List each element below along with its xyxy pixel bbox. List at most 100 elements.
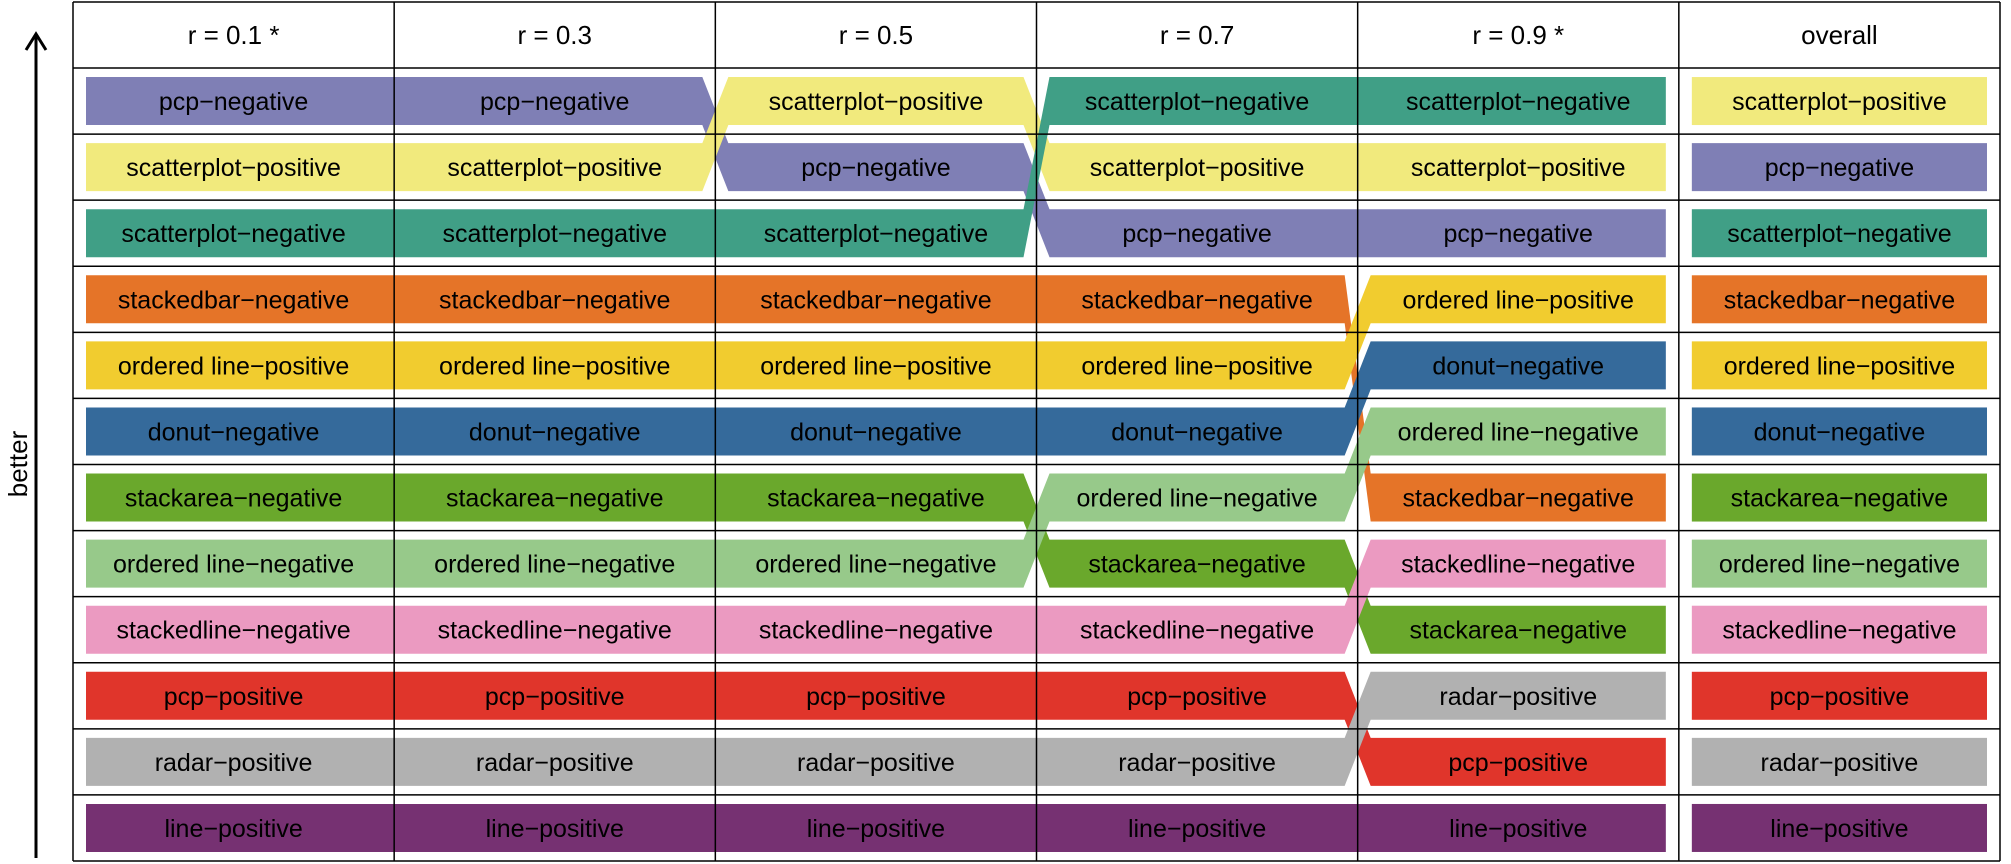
overall-box-ordered-line-negative [1691, 539, 1987, 588]
cell-label-scatterplot-negative-col1: scatterplot−negative [443, 220, 667, 248]
cell-label-ordered-line-positive-col3: ordered line−positive [1081, 352, 1312, 380]
cell-label-pcp-negative-col5: pcp−negative [1765, 154, 1914, 182]
cell-label-stackedbar-negative-col5: stackedbar−negative [1724, 286, 1955, 314]
column-header-3: r = 0.7 [1160, 20, 1234, 50]
cell-label-pcp-negative-col4: pcp−negative [1444, 220, 1593, 248]
column-header-5: overall [1801, 20, 1878, 50]
cell-label-pcp-positive-col3: pcp−positive [1127, 683, 1267, 711]
cell-label-ordered-line-positive-col1: ordered line−positive [439, 352, 670, 380]
cell-label-stackedline-negative-col4: stackedline−negative [1401, 551, 1635, 579]
cell-label-ordered-line-negative-col1: ordered line−negative [434, 551, 675, 579]
ribbon-stackedbar-negative [86, 275, 1666, 522]
cell-label-donut-negative-col1: donut−negative [469, 418, 641, 446]
overall-box-stackedbar-negative [1691, 275, 1987, 324]
cell-label-scatterplot-positive-col0: scatterplot−positive [126, 154, 341, 182]
cell-label-ordered-line-positive-col5: ordered line−positive [1724, 352, 1955, 380]
cell-label-donut-negative-col0: donut−negative [148, 418, 320, 446]
cell-label-radar-positive-col5: radar−positive [1761, 749, 1919, 777]
cell-label-donut-negative-col5: donut−negative [1754, 418, 1926, 446]
cell-label-radar-positive-col1: radar−positive [476, 749, 634, 777]
overall-box-pcp-negative [1691, 143, 1987, 192]
cell-label-line-positive-col3: line−positive [1128, 815, 1266, 843]
cell-label-stackedline-negative-col3: stackedline−negative [1080, 617, 1314, 645]
overall-box-donut-negative [1691, 407, 1987, 456]
ribbon-scatterplot-positive [86, 77, 1666, 192]
cell-label-ordered-line-negative-col4: ordered line−negative [1398, 418, 1639, 446]
cell-label-ordered-line-negative-col2: ordered line−negative [755, 551, 996, 579]
cell-label-pcp-positive-col0: pcp−positive [164, 683, 304, 711]
ribbons-layer [86, 77, 1987, 852]
cell-label-stackarea-negative-col5: stackarea−negative [1731, 485, 1949, 513]
column-header-2: r = 0.5 [839, 20, 913, 50]
overall-box-scatterplot-negative [1691, 209, 1987, 258]
cell-label-pcp-negative-col2: pcp−negative [801, 154, 950, 182]
cell-label-donut-negative-col4: donut−negative [1432, 352, 1604, 380]
grid-layer: r = 0.1 * r = 0.3 r = 0.5 r = 0.7 r = 0.9 * o… [72, 1, 2001, 862]
cell-label-ordered-line-positive-col2: ordered line−positive [760, 352, 991, 380]
cell-label-pcp-negative-col0: pcp−negative [159, 88, 308, 116]
cell-label-ordered-line-negative-col5: ordered line−negative [1719, 551, 1960, 579]
ribbon-pcp-negative [86, 77, 1666, 258]
y-axis-label: better [3, 430, 33, 497]
cell-label-radar-positive-col2: radar−positive [797, 749, 955, 777]
cell-label-ordered-line-positive-col4: ordered line−positive [1403, 286, 1634, 314]
cell-label-stackarea-negative-col0: stackarea−negative [125, 485, 343, 513]
ribbon-donut-negative [86, 341, 1666, 456]
y-axis: better [3, 31, 48, 858]
cell-label-scatterplot-negative-col4: scatterplot−negative [1406, 88, 1630, 116]
column-header-4: r = 0.9 * [1472, 20, 1564, 50]
ribbon-ordered-line-negative [86, 407, 1666, 588]
y-axis-arrowhead [24, 31, 48, 51]
overall-box-pcp-positive [1691, 671, 1987, 720]
cell-label-pcp-negative-col1: pcp−negative [480, 88, 629, 116]
cell-label-radar-positive-col0: radar−positive [155, 749, 313, 777]
cell-label-scatterplot-negative-col0: scatterplot−negative [121, 220, 345, 248]
ribbon-line-positive [86, 803, 1666, 852]
labels-layer: pcp−negative pcp−negative pcp−negative pcp−… [113, 88, 1960, 843]
cell-label-pcp-positive-col1: pcp−positive [485, 683, 625, 711]
ribbon-stackedline-negative [86, 539, 1666, 654]
cell-label-stackedline-negative-col1: stackedline−negative [438, 617, 672, 645]
cell-label-line-positive-col0: line−positive [164, 815, 302, 843]
ribbon-pcp-positive [86, 671, 1666, 786]
cell-label-pcp-positive-col5: pcp−positive [1770, 683, 1910, 711]
cell-label-scatterplot-positive-col3: scatterplot−positive [1090, 154, 1305, 182]
cell-label-line-positive-col1: line−positive [486, 815, 624, 843]
ribbon-scatterplot-negative [86, 77, 1666, 258]
overall-box-stackarea-negative [1691, 473, 1987, 522]
cell-label-scatterplot-negative-col2: scatterplot−negative [764, 220, 988, 248]
overall-box-scatterplot-positive [1691, 77, 1987, 126]
cell-label-ordered-line-positive-col0: ordered line−positive [118, 352, 349, 380]
cell-label-radar-positive-col4: radar−positive [1439, 683, 1597, 711]
cell-label-stackedbar-negative-col2: stackedbar−negative [760, 286, 991, 314]
cell-label-stackarea-negative-col3: stackarea−negative [1088, 551, 1306, 579]
cell-label-stackedbar-negative-col3: stackedbar−negative [1081, 286, 1312, 314]
cell-label-stackedline-negative-col5: stackedline−negative [1722, 617, 1956, 645]
cell-label-stackarea-negative-col1: stackarea−negative [446, 485, 664, 513]
cell-label-pcp-positive-col2: pcp−positive [806, 683, 946, 711]
cell-label-stackedbar-negative-col1: stackedbar−negative [439, 286, 670, 314]
cell-label-donut-negative-col2: donut−negative [790, 418, 962, 446]
overall-box-stackedline-negative [1691, 605, 1987, 654]
overall-box-radar-positive [1691, 737, 1987, 786]
overall-box-ordered-line-positive [1691, 341, 1987, 390]
cell-label-line-positive-col2: line−positive [807, 815, 945, 843]
cell-label-stackedbar-negative-col0: stackedbar−negative [118, 286, 349, 314]
cell-label-pcp-positive-col4: pcp−positive [1448, 749, 1588, 777]
cell-label-stackedline-negative-col2: stackedline−negative [759, 617, 993, 645]
cell-label-scatterplot-negative-col3: scatterplot−negative [1085, 88, 1309, 116]
cell-label-scatterplot-positive-col2: scatterplot−positive [769, 88, 984, 116]
ribbon-stackarea-negative [86, 473, 1666, 654]
ribbon-ordered-line-positive [86, 275, 1666, 390]
column-header-1: r = 0.3 [518, 20, 592, 50]
cell-label-donut-negative-col3: donut−negative [1111, 418, 1283, 446]
cell-label-scatterplot-negative-col5: scatterplot−negative [1727, 220, 1951, 248]
cell-label-line-positive-col4: line−positive [1449, 815, 1587, 843]
cell-label-stackarea-negative-col2: stackarea−negative [767, 485, 985, 513]
cell-label-pcp-negative-col3: pcp−negative [1122, 220, 1271, 248]
cell-label-line-positive-col5: line−positive [1770, 815, 1908, 843]
overall-box-line-positive [1691, 803, 1987, 852]
cell-label-ordered-line-negative-col0: ordered line−negative [113, 551, 354, 579]
cell-label-ordered-line-negative-col3: ordered line−negative [1077, 485, 1318, 513]
